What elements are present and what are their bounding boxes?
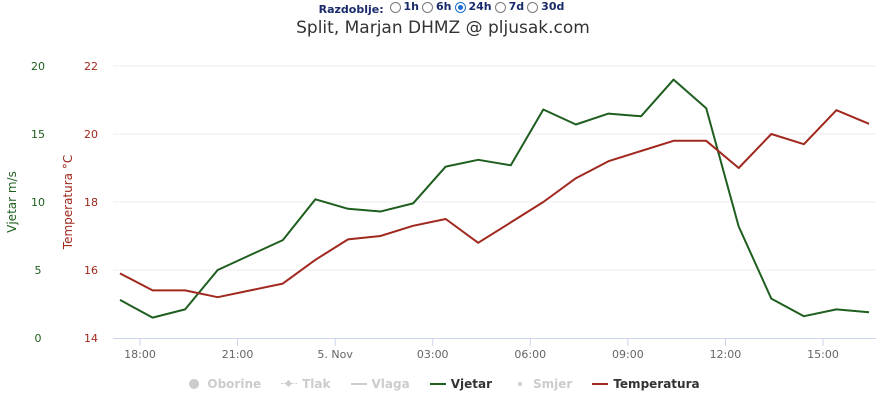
wind-axis-tick: 15 [31, 128, 45, 141]
radio-button[interactable] [494, 1, 506, 13]
wind-axis-tick: 20 [31, 60, 45, 73]
radio-button[interactable] [527, 1, 539, 13]
legend-item-vjetar[interactable]: Vjetar [429, 377, 492, 391]
period-option-6h[interactable]: 6h [422, 0, 452, 14]
wind-axis-title: Vjetar m/s [5, 171, 19, 233]
period-option-30d[interactable]: 30d [527, 0, 564, 14]
series-vjetar[interactable] [119, 78, 870, 319]
series-temperatura[interactable] [119, 109, 870, 299]
temp-axis-tick: 22 [84, 60, 98, 73]
chart-title: Split, Marjan DHMZ @ pljusak.com [296, 18, 590, 38]
legend-symbol-icon [281, 379, 298, 389]
legend-symbol-icon [512, 379, 528, 389]
legend-label: Vjetar [450, 377, 492, 391]
x-tick-label: 5. Nov [317, 348, 353, 361]
period-label: Razdoblje: [318, 2, 384, 16]
legend-item-oborine[interactable]: Oborine [186, 377, 261, 391]
temp-axis-tick: 16 [84, 264, 98, 277]
chart-legend: Oborine Tlak Vlaga Vjetar Smjer Temperatura [0, 377, 886, 391]
temp-axis-tick: 20 [84, 128, 98, 141]
period-option-1h[interactable]: 1h [389, 0, 420, 14]
legend-item-smjer[interactable]: Smjer [512, 377, 572, 391]
legend-label: Vlaga [371, 377, 410, 391]
legend-label: Smjer [533, 377, 573, 391]
legend-symbol-icon [429, 379, 446, 389]
legend-symbol-icon [186, 379, 202, 389]
period-option-label: 30d [541, 0, 565, 13]
period-option-24h[interactable]: 24h [454, 0, 492, 14]
legend-item-vlaga[interactable]: Vlaga [350, 377, 410, 391]
x-tick-label: 21:00 [222, 348, 254, 361]
period-option-label: 1h [403, 0, 420, 13]
radio-button[interactable] [422, 1, 433, 13]
legend-label: Temperatura [613, 377, 700, 391]
x-tick-label: 06:00 [514, 348, 546, 361]
period-option-label: 6h [436, 0, 452, 13]
x-tick-label: 09:00 [612, 348, 644, 361]
legend-label: Tlak [302, 377, 331, 391]
temp-axis-tick: 14 [84, 332, 98, 345]
legend-label: Oborine [207, 377, 262, 391]
period-option-label: 24h [468, 0, 492, 13]
radio-button[interactable] [389, 1, 401, 13]
legend-symbol-icon [592, 379, 609, 389]
radio-button[interactable] [454, 1, 466, 13]
wind-axis-tick: 0 [35, 332, 42, 345]
period-selector: Razdoblje: 1h 6h 24h 7d 30d [0, 0, 886, 18]
temp-axis-tick: 18 [84, 196, 98, 209]
x-tick-label: 03:00 [417, 348, 449, 361]
legend-symbol-icon [350, 379, 367, 389]
period-option-label: 7d [508, 0, 525, 13]
wind-axis-tick: 5 [35, 264, 42, 277]
x-tick-label: 12:00 [710, 348, 742, 361]
temp-axis-title: Temperatura °C [61, 155, 75, 250]
legend-item-temperatura[interactable]: Temperatura [592, 377, 700, 391]
legend-item-tlak[interactable]: Tlak [281, 377, 331, 391]
wind-axis-tick: 10 [31, 196, 45, 209]
period-option-7d[interactable]: 7d [494, 0, 525, 14]
x-tick-label: 15:00 [807, 348, 839, 361]
x-tick-label: 18:00 [124, 348, 156, 361]
